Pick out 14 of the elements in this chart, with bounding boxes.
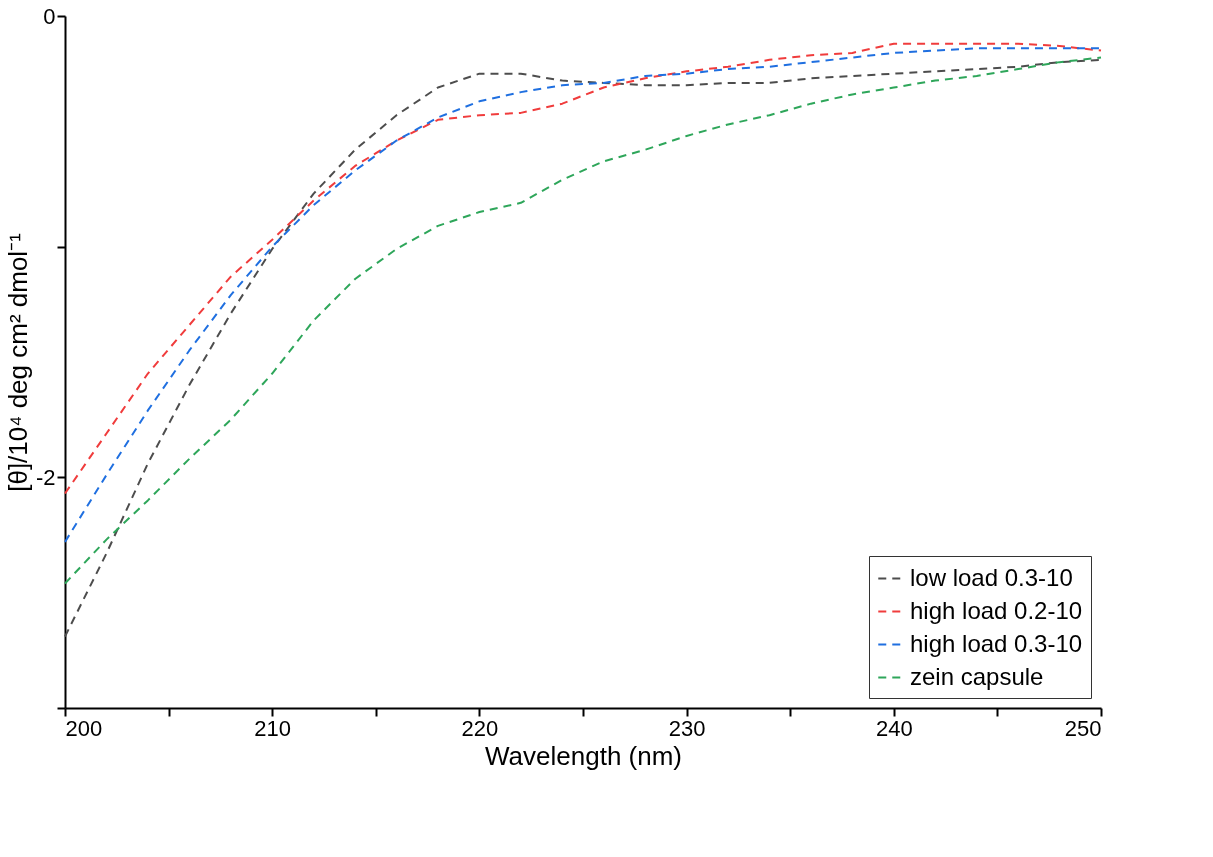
y-axis-title: [θ]/10⁴ deg cm² dmol⁻¹: [2, 232, 33, 492]
x-axis-title: Wavelength (nm): [485, 740, 682, 771]
y-tick-label: -2: [35, 464, 56, 490]
x-tick-label: 220: [461, 715, 499, 741]
x-tick-label: 250: [1064, 715, 1102, 741]
x-tick-label: 230: [668, 715, 706, 741]
legend-label: high load 0.3-10: [910, 629, 1083, 657]
legend-label: zein capsule: [910, 662, 1044, 690]
x-tick-label: 240: [875, 715, 913, 741]
y-tick-label: 0: [43, 3, 56, 29]
x-tick-label: 200: [65, 715, 103, 741]
legend-label: low load 0.3-10: [910, 563, 1073, 591]
legend-label: high load 0.2-10: [910, 596, 1083, 624]
x-tick-label: 210: [254, 715, 292, 741]
